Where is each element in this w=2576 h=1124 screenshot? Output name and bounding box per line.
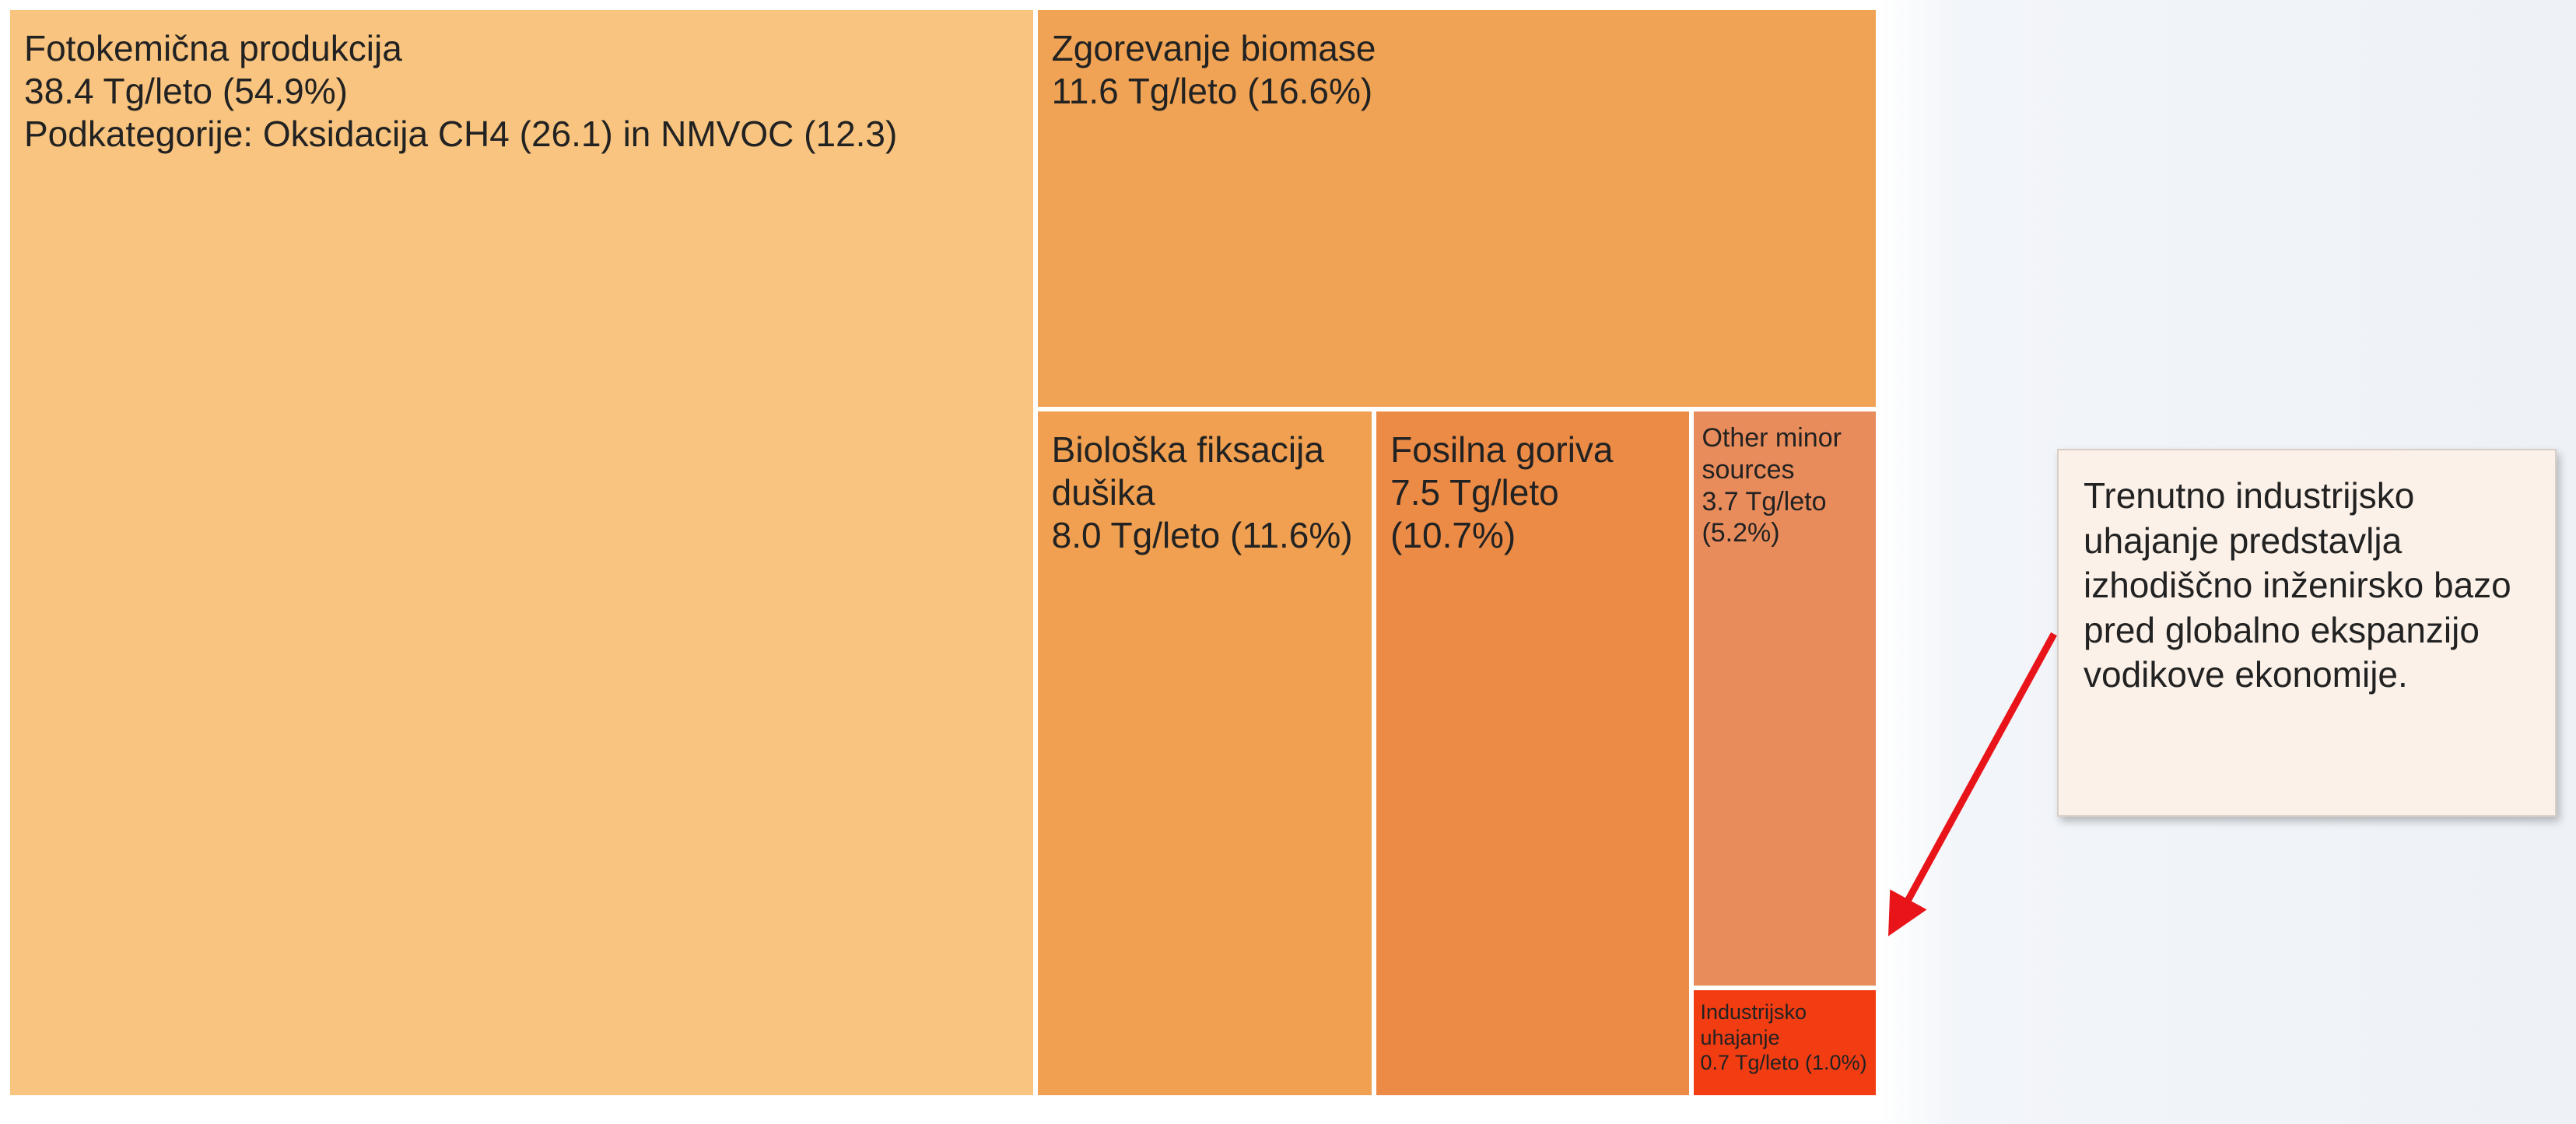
cell-name: Zgorevanje biomase [1051, 28, 1376, 68]
annotation: Trenutno industrijsko uhajanje predstavl… [2057, 449, 2557, 817]
treemap: Fotokemična produkcija 38.4 Tg/leto (54.9… [8, 8, 1878, 1098]
cell-name: Fosilna goriva [1390, 429, 1614, 470]
value-label: 3.7 Tg/leto (5.2%) [1702, 486, 1827, 548]
value-label: 0.7 Tg/leto (1.0%) [1700, 1050, 1867, 1074]
cell-name: Fotokemična produkcija [24, 28, 402, 68]
cell-detail: Podkategorije: Oksidacija CH4 (26.1) in … [24, 114, 898, 155]
value-label: 8.0 Tg/leto (11.6%) [1051, 515, 1353, 556]
cell-name: Other minor sources [1702, 422, 1842, 485]
cell-name: Biološka fiksacija dušika [1051, 429, 1324, 513]
cell-name: Industrijsko uhajanje [1700, 1000, 1807, 1049]
treemap-cell: Other minor sources 3.7 Tg/leto (5.2%) [1691, 408, 1878, 989]
treemap-cell: Fosilna goriva 7.5 Tg/leto (10.7%) [1374, 408, 1692, 1098]
annotation-arrow [1888, 632, 2057, 937]
value-label: 38.4 Tg/leto (54.9%) [24, 71, 348, 112]
treemap-cell: Biološka fiksacija dušika 8.0 Tg/leto (11… [1035, 408, 1375, 1098]
treemap-cell: Zgorevanje biomase 11.6 Tg/leto (16.6%) [1035, 8, 1878, 409]
value-label: 11.6 Tg/leto (16.6%) [1051, 71, 1373, 112]
treemap-cell: Industrijsko uhajanje 0.7 Tg/leto (1.0%) [1691, 988, 1878, 1098]
value-label: 7.5 Tg/leto (10.7%) [1390, 472, 1559, 556]
treemap-cell: Fotokemična produkcija 38.4 Tg/leto (54.9… [8, 8, 1036, 1098]
